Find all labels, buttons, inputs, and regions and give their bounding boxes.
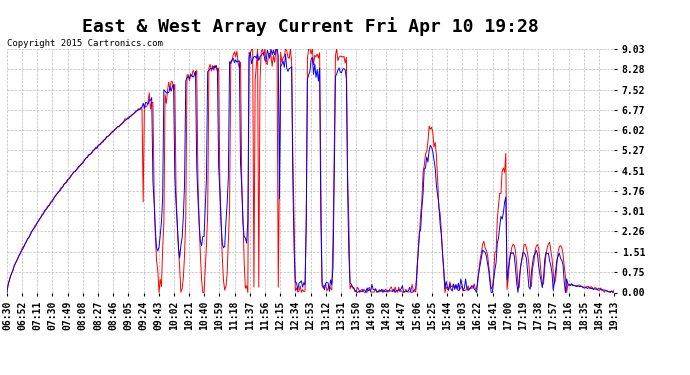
Text: West Array  (DC Amps): West Array (DC Amps) (535, 31, 648, 40)
Text: Copyright 2015 Cartronics.com: Copyright 2015 Cartronics.com (7, 39, 163, 48)
Text: East Array  (DC Amps): East Array (DC Amps) (387, 31, 500, 40)
Text: East & West Array Current Fri Apr 10 19:28: East & West Array Current Fri Apr 10 19:… (82, 17, 539, 36)
